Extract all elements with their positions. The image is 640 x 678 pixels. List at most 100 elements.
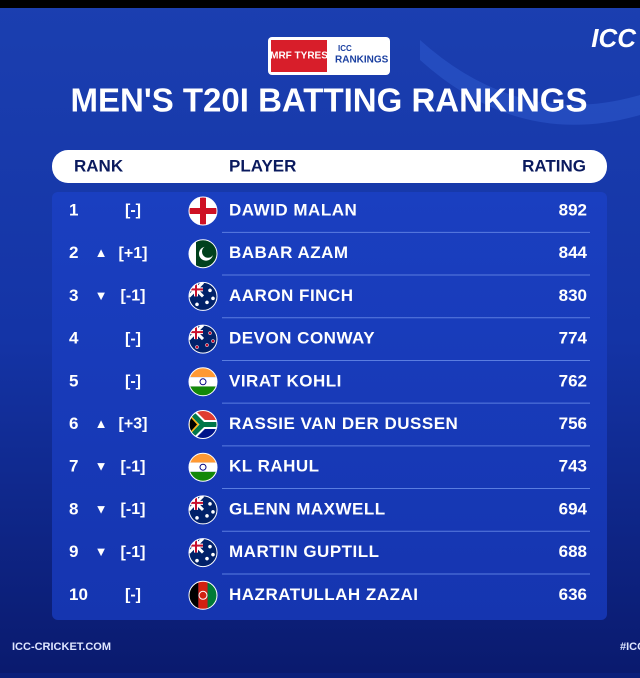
flag-part — [205, 343, 209, 347]
flag-part — [189, 581, 199, 610]
flag-part — [189, 239, 196, 268]
rank-change: [-] — [125, 202, 141, 219]
flag-part — [195, 302, 199, 307]
flag-ring — [188, 196, 218, 226]
rank-change: [+1] — [119, 245, 148, 262]
brand: ICC — [591, 23, 637, 53]
rank: 4 — [69, 329, 79, 348]
movement-arrow: ▼ — [95, 501, 108, 516]
flag-part — [189, 410, 217, 439]
player-name: DAWID MALAN — [229, 200, 357, 219]
flag-part — [211, 552, 215, 557]
rank-change: [-1] — [121, 458, 146, 475]
flag-part — [199, 378, 207, 386]
rank: 7 — [69, 457, 78, 476]
flag-ring — [188, 452, 218, 482]
flag-ring — [188, 538, 218, 568]
movement-arrow: ▲ — [95, 245, 108, 260]
flag — [189, 538, 217, 567]
flag-part — [198, 590, 208, 600]
rank-change: [-] — [125, 330, 141, 347]
player-name: HAZRATULLAH ZAZAI — [229, 585, 418, 604]
column-header: RATING — [522, 156, 586, 175]
badge-prefix: ICC — [338, 44, 352, 53]
player-name: KL RAHUL — [229, 457, 320, 476]
flag — [189, 197, 217, 225]
flag-ring — [188, 495, 218, 525]
rating: 892 — [559, 200, 587, 219]
flag-part — [189, 377, 217, 387]
flag — [189, 453, 217, 482]
flag-part — [205, 300, 209, 305]
player-name: MARTIN GUPTILL — [229, 542, 380, 561]
rank-change: [+3] — [119, 416, 148, 433]
flag-part — [195, 538, 197, 553]
player-name: GLENN MAXWELL — [229, 499, 386, 518]
flag-part — [189, 453, 217, 463]
flag-part — [205, 514, 209, 518]
flag-part — [189, 462, 217, 472]
flag-part — [189, 208, 217, 214]
flag-part — [202, 245, 214, 258]
flag-part — [208, 331, 212, 335]
flag-part — [189, 367, 217, 378]
rank: 8 — [69, 499, 78, 518]
flag-ring — [188, 367, 218, 397]
rating: 774 — [559, 329, 588, 348]
logo-red — [271, 40, 327, 72]
flag-part — [211, 296, 215, 301]
flag-part — [195, 516, 199, 520]
rank: 9 — [69, 542, 78, 561]
rating: 756 — [559, 414, 587, 433]
player-name: BABAR AZAM — [229, 243, 349, 262]
rank: 5 — [69, 371, 78, 390]
flag-ring — [188, 410, 218, 439]
rank-change: [-1] — [121, 501, 146, 518]
movement-arrow: ▼ — [95, 459, 108, 474]
rating: 743 — [559, 457, 587, 476]
flag-ring — [188, 580, 218, 610]
player-name: DEVON CONWAY — [229, 329, 375, 348]
rating: 636 — [559, 585, 587, 604]
flag-part — [198, 581, 208, 610]
player-name: RASSIE VAN DER DUSSEN — [229, 414, 458, 433]
movement-arrow: ▼ — [95, 288, 108, 303]
flag-part — [207, 581, 217, 610]
rank: 2 — [69, 243, 78, 262]
rank-change: [-1] — [121, 544, 146, 561]
footer-tag: #ICC — [620, 641, 640, 653]
sponsor: MRF TYRES — [270, 51, 328, 62]
flag — [189, 410, 217, 439]
rank: 10 — [69, 585, 88, 604]
flag-ring — [188, 281, 218, 311]
flag-ring — [188, 239, 218, 269]
rank: 3 — [69, 286, 78, 305]
rank: 6 — [69, 414, 78, 433]
header-row — [52, 150, 607, 183]
flag — [189, 495, 217, 524]
rating: 762 — [559, 371, 587, 390]
decor — [420, 40, 640, 125]
flag-part — [211, 339, 215, 343]
rank: 1 — [69, 200, 78, 219]
flag — [189, 325, 217, 354]
flag — [189, 239, 217, 268]
rating: 688 — [559, 542, 587, 561]
flag-part — [195, 282, 197, 297]
flag-part — [208, 502, 212, 506]
flag-part — [195, 558, 199, 563]
player-name: AARON FINCH — [229, 286, 354, 305]
rank-change: [-1] — [121, 288, 146, 305]
footer-site: ICC-CRICKET.COM — [12, 641, 111, 653]
flag-ring — [188, 324, 218, 354]
flag-part — [189, 412, 200, 437]
flag-part — [199, 463, 207, 471]
movement-arrow: ▲ — [95, 416, 108, 431]
rank-change: [-] — [125, 373, 141, 390]
title: MEN'S T20I BATTING RANKINGS — [71, 82, 588, 119]
flag — [189, 367, 217, 396]
flag-part — [189, 471, 217, 482]
flag — [189, 581, 217, 610]
